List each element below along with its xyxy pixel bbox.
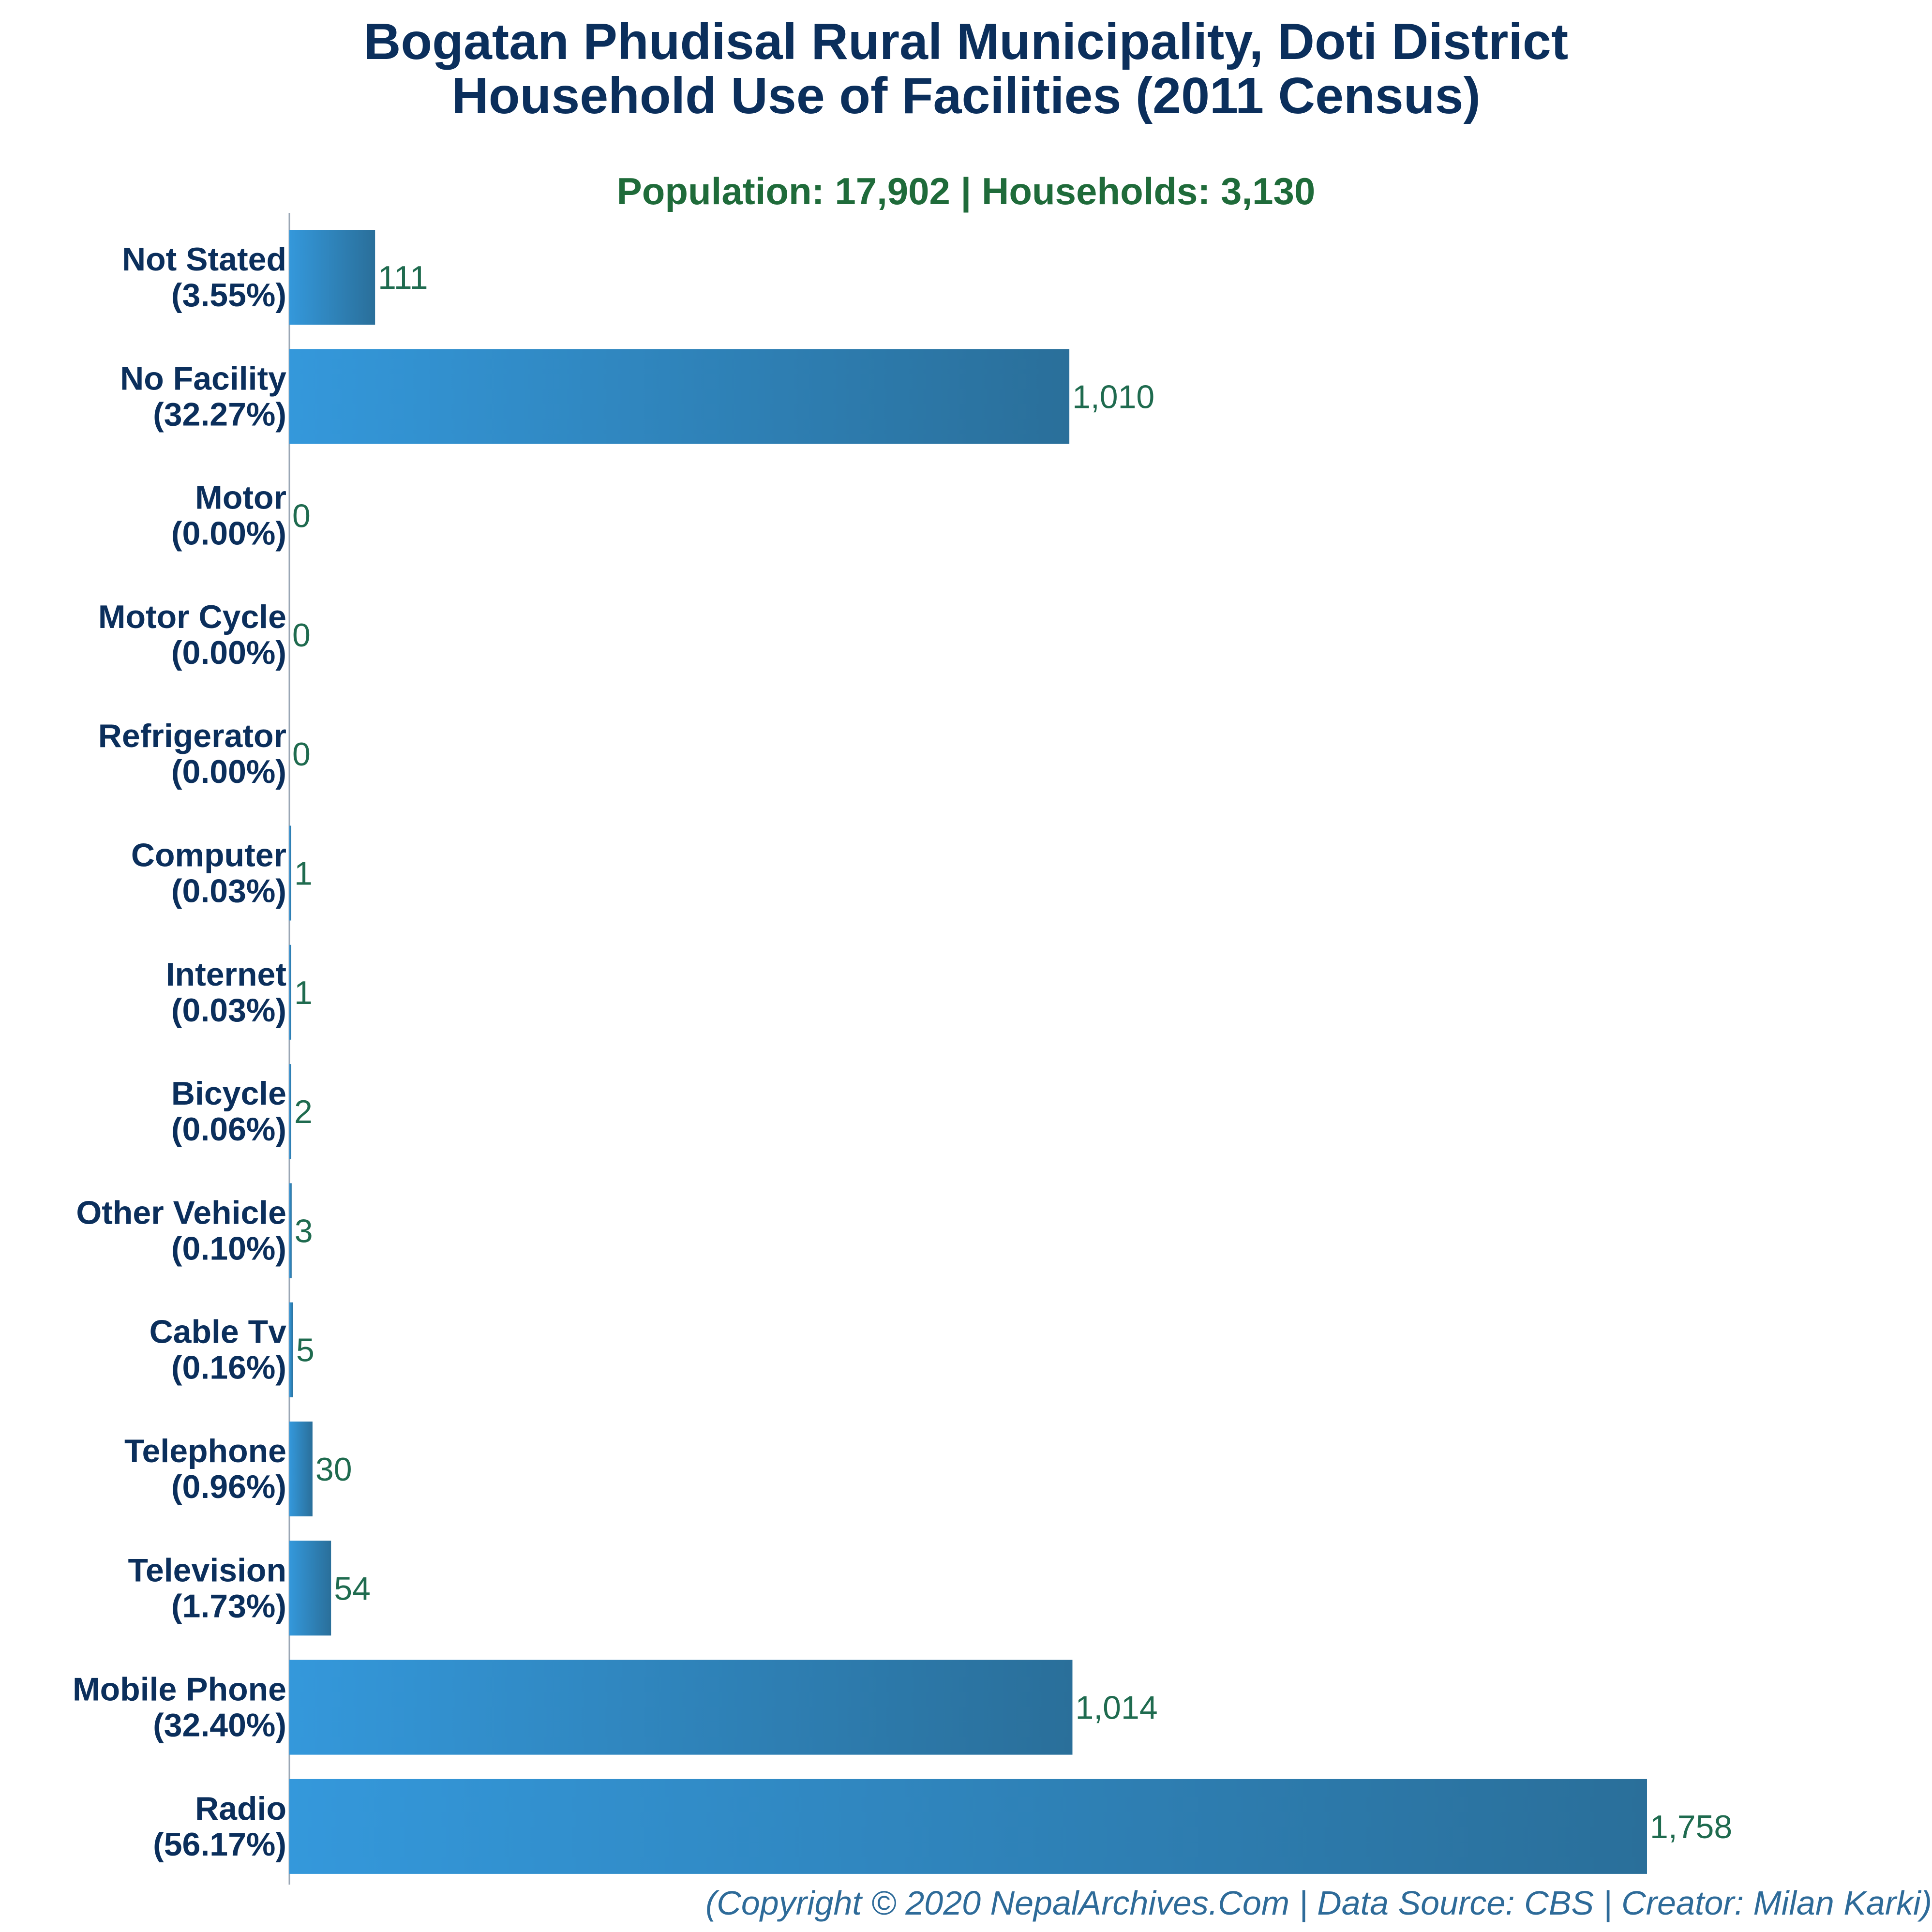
value-label-television: 54 — [334, 1570, 371, 1607]
percent-label-other-vehicle: (0.10%) — [171, 1230, 286, 1267]
chart-subtitle: Population: 17,902 | Households: 3,130 — [616, 170, 1316, 212]
category-label-internet: Internet — [166, 956, 286, 993]
credit-footer: (Copyright © 2020 NepalArchives.Com | Da… — [705, 1884, 1932, 1922]
category-label-bicycle: Bicycle — [171, 1075, 286, 1112]
value-label-mobile-phone: 1,014 — [1075, 1690, 1157, 1726]
bar-not-stated — [289, 230, 375, 325]
bar-bicycle — [289, 1064, 291, 1159]
value-label-other-vehicle: 3 — [295, 1213, 313, 1249]
value-label-computer: 1 — [294, 855, 313, 892]
bar-telephone — [289, 1422, 313, 1516]
percent-label-cable-tv: (0.16%) — [171, 1349, 286, 1386]
percent-label-no-facility: (32.27%) — [153, 396, 286, 433]
category-label-television: Television — [128, 1552, 286, 1588]
chart-title: Bogatan Phudisal Rural Municipality, Dot… — [0, 15, 1932, 123]
bar-cable-tv — [289, 1302, 293, 1397]
percent-label-bicycle: (0.06%) — [171, 1111, 286, 1148]
category-label-no-facility: No Facility — [120, 360, 286, 397]
category-label-computer: Computer — [131, 837, 286, 874]
percent-label-not-stated: (3.55%) — [171, 277, 286, 314]
value-label-bicycle: 2 — [294, 1093, 313, 1130]
value-label-motor-cycle: 0 — [292, 617, 311, 654]
chart-title-line1: Bogatan Phudisal Rural Municipality, Dot… — [363, 13, 1569, 70]
category-label-radio: Radio — [195, 1790, 286, 1827]
value-label-no-facility: 1,010 — [1072, 378, 1154, 415]
percent-label-television: (1.73%) — [171, 1588, 286, 1624]
chart-title-line2: Household Use of Facilities (2011 Census… — [451, 67, 1481, 124]
value-label-internet: 1 — [294, 974, 313, 1011]
value-label-radio: 1,758 — [1650, 1809, 1732, 1845]
value-label-motor: 0 — [292, 498, 311, 535]
category-label-motor: Motor — [195, 479, 286, 516]
value-label-cable-tv: 5 — [296, 1332, 315, 1369]
value-label-refrigerator: 0 — [292, 736, 311, 773]
value-label-not-stated: 111 — [378, 259, 428, 296]
percent-label-radio: (56.17%) — [153, 1826, 286, 1863]
percent-label-telephone: (0.96%) — [171, 1468, 286, 1505]
category-label-refrigerator: Refrigerator — [98, 718, 286, 754]
category-label-not-stated: Not Stated — [122, 241, 286, 278]
percent-label-internet: (0.03%) — [171, 992, 286, 1029]
bar-internet — [289, 944, 291, 1040]
percent-label-refrigerator: (0.00%) — [171, 753, 286, 790]
category-label-motor-cycle: Motor Cycle — [98, 599, 286, 635]
bar-computer — [289, 825, 291, 921]
category-label-cable-tv: Cable Tv — [150, 1314, 287, 1350]
category-label-telephone: Telephone — [124, 1433, 286, 1469]
category-label-other-vehicle: Other Vehicle — [76, 1194, 286, 1231]
bar-mobile-phone — [289, 1660, 1073, 1755]
percent-label-mobile-phone: (32.40%) — [153, 1707, 286, 1744]
value-label-telephone: 30 — [315, 1451, 352, 1488]
bars-layer — [289, 230, 1647, 1874]
percent-label-motor: (0.00%) — [171, 515, 286, 552]
percent-label-motor-cycle: (0.00%) — [171, 634, 286, 671]
bar-other-vehicle — [289, 1183, 292, 1278]
bar-no-facility — [289, 349, 1070, 444]
bar-radio — [289, 1779, 1647, 1874]
category-label-mobile-phone: Mobile Phone — [73, 1671, 286, 1708]
percent-label-computer: (0.03%) — [171, 873, 286, 910]
bar-television — [289, 1541, 331, 1636]
